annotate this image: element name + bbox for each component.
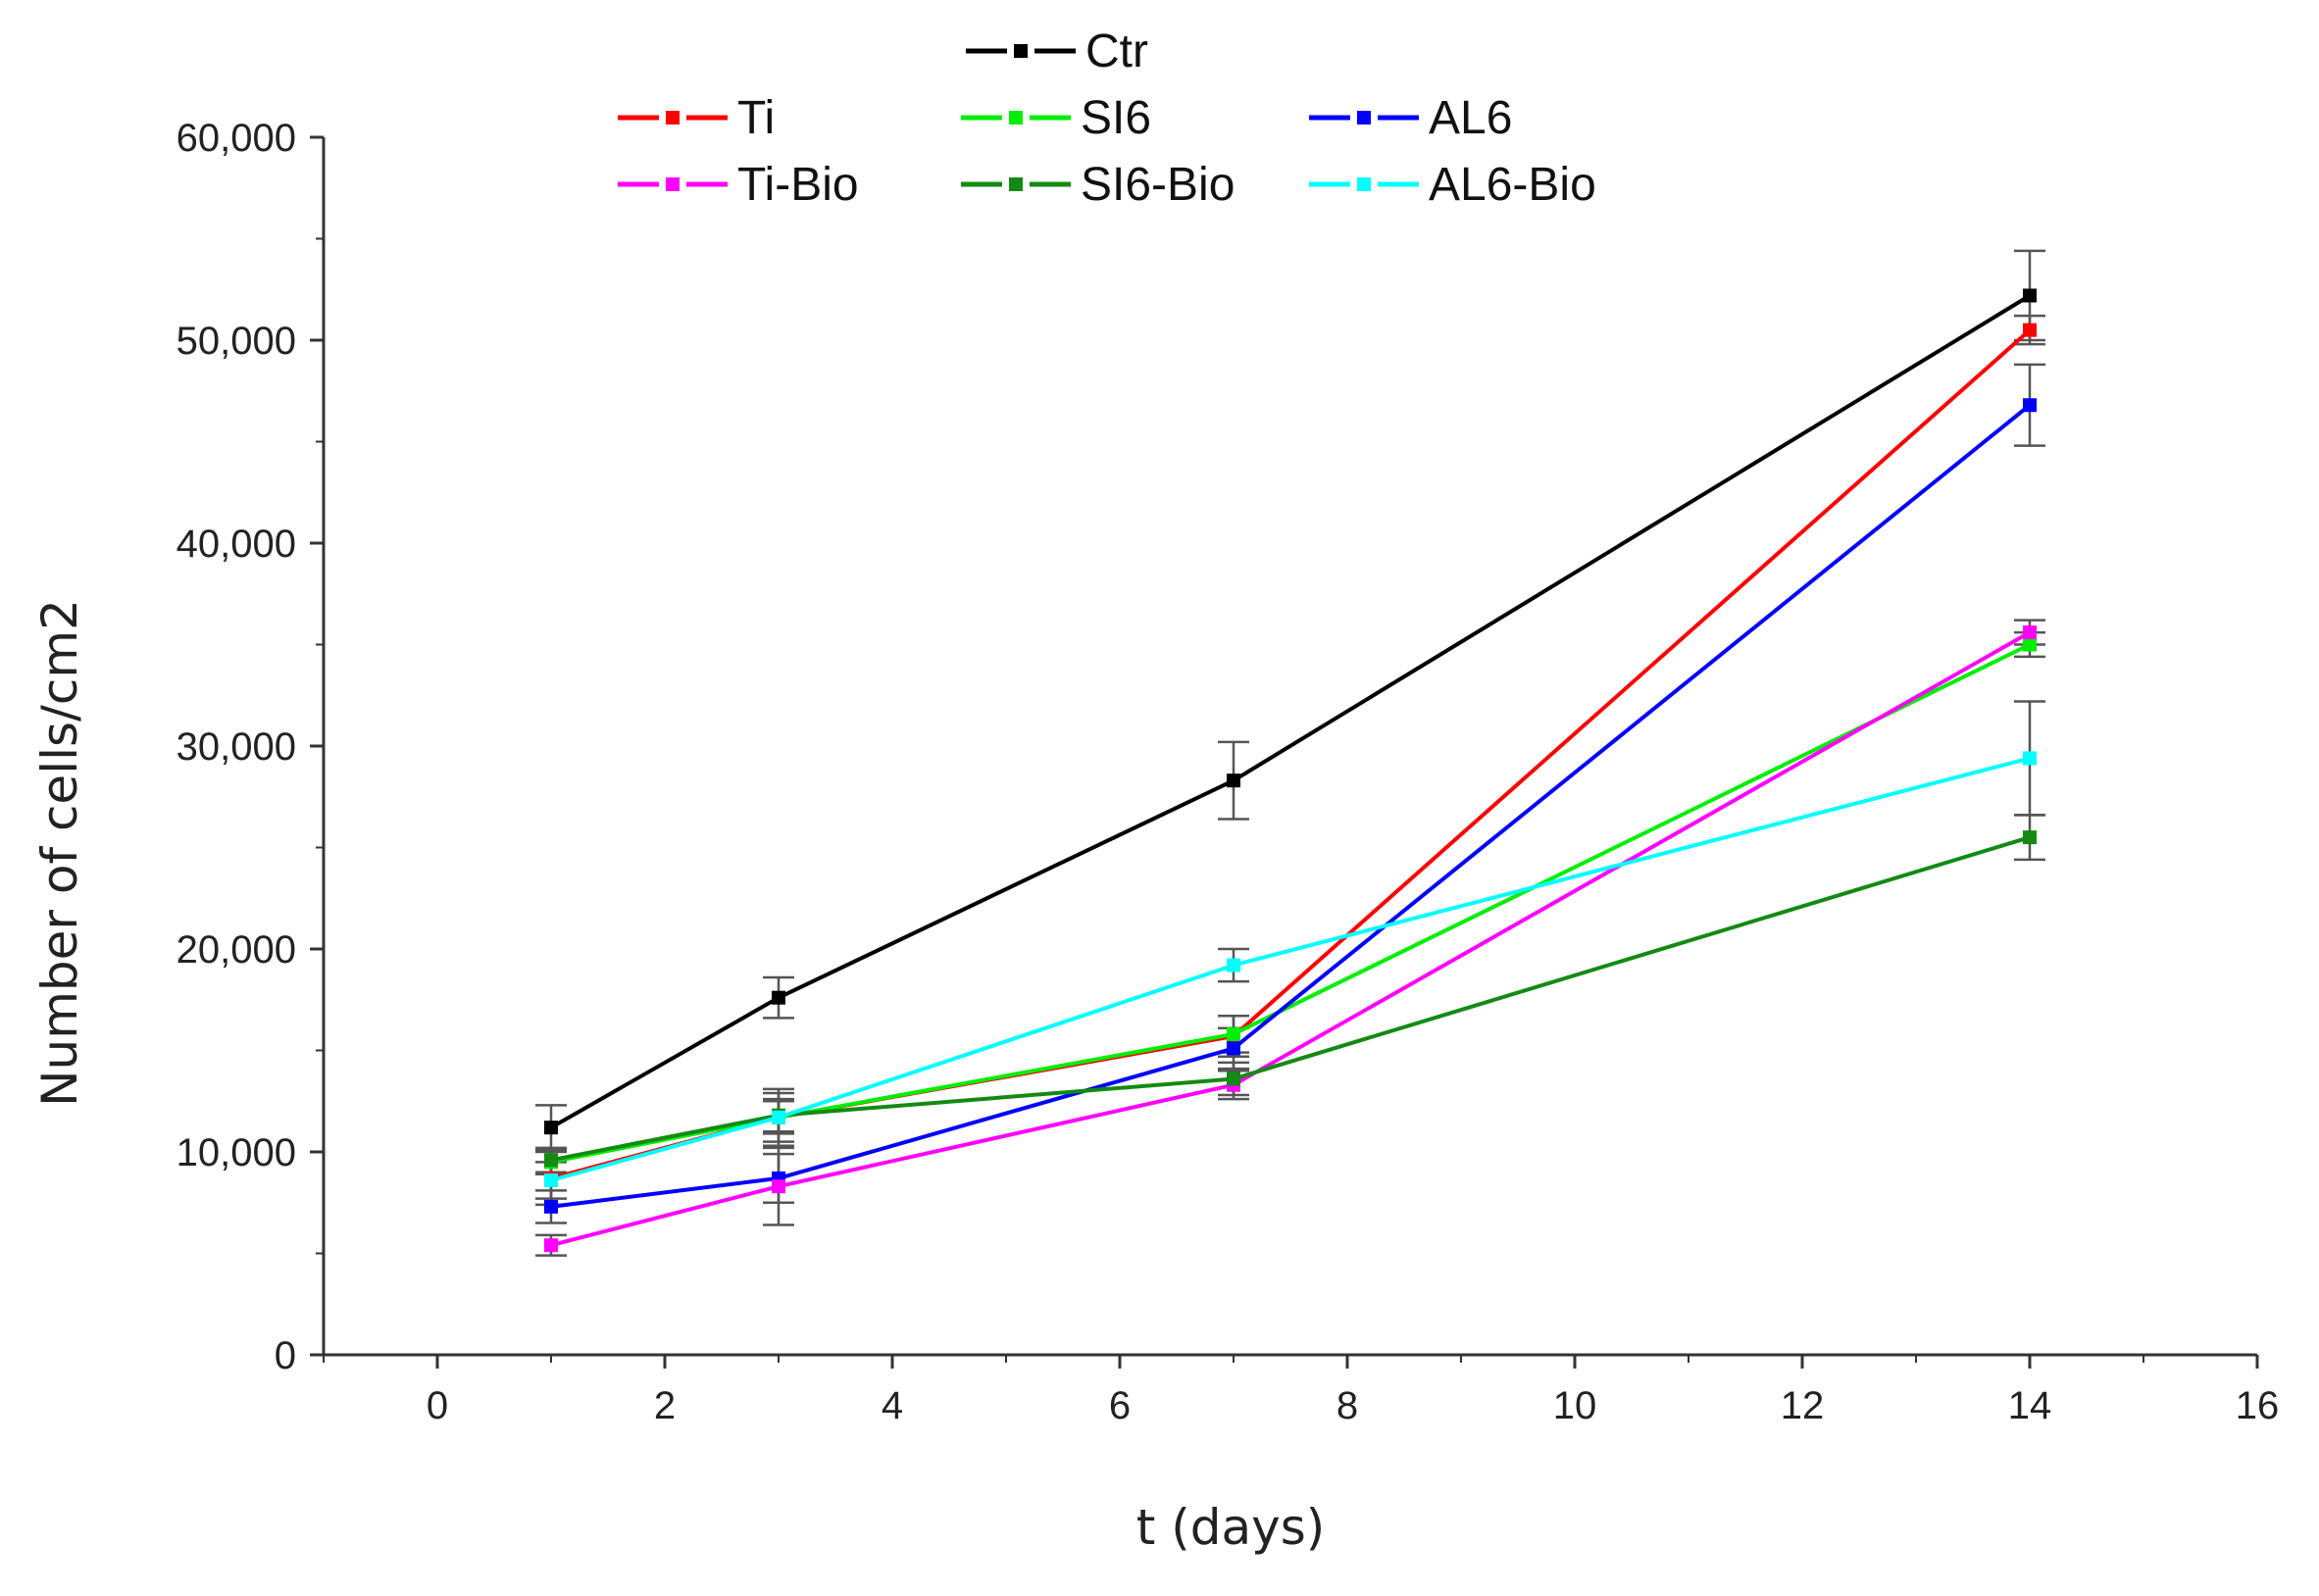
legend-marker xyxy=(1357,111,1371,125)
series-line-si6 xyxy=(550,642,2031,1165)
x-tick-label: 6 xyxy=(1109,1384,1131,1427)
data-point-si6-bio xyxy=(2023,830,2037,845)
legend-label: Ti-Bio xyxy=(737,159,859,211)
legend-item-si6-bio: SI6-Bio xyxy=(961,159,1235,211)
data-point-al6 xyxy=(1227,1041,1240,1056)
series-ctr xyxy=(544,288,2037,1135)
axes: 0 10,000 20,000 30,000 40,000 50,000 60,000 0 2 4… xyxy=(176,117,2280,1427)
y-tick-label: 40,000 xyxy=(176,523,296,566)
x-tick-label: 0 xyxy=(427,1384,448,1427)
legend-label: AL6-Bio xyxy=(1429,159,1596,211)
data-point-al6 xyxy=(2023,398,2037,413)
x-tick-label: 16 xyxy=(2236,1384,2280,1427)
data-point-al6 xyxy=(544,1199,558,1214)
x-tick-label: 2 xyxy=(654,1384,676,1427)
series-si6-bio xyxy=(544,830,2037,1168)
data-point-al6-bio xyxy=(544,1172,558,1187)
series-line-si6-bio xyxy=(550,835,2031,1163)
y-tick-label: 10,000 xyxy=(176,1131,296,1174)
legend: Ctr Ti SI6 AL6 Ti-Bio SI6-Bio AL6-Bio xyxy=(618,25,1596,211)
data-point-al6-bio xyxy=(1227,958,1240,973)
x-axis-title: t (days) xyxy=(1136,1499,1326,1556)
x-tick-label: 14 xyxy=(2008,1384,2052,1427)
data-point-ti-bio xyxy=(2023,625,2037,640)
data-point-ctr xyxy=(2023,288,2037,303)
series-line-ti-bio xyxy=(550,630,2031,1248)
data-point-al6-bio xyxy=(772,1110,785,1124)
data-point-ti-bio xyxy=(772,1179,785,1194)
data-point-ti-bio xyxy=(544,1238,558,1253)
y-tick-label: 30,000 xyxy=(176,725,296,769)
legend-item-ctr: Ctr xyxy=(966,25,1148,77)
data-point-ctr xyxy=(772,990,785,1005)
data-point-si6-bio xyxy=(544,1153,558,1168)
legend-marker xyxy=(1014,44,1028,58)
legend-item-si6: SI6 xyxy=(961,92,1151,144)
plot-area xyxy=(535,249,2045,1257)
y-tick-label: 20,000 xyxy=(176,928,296,972)
y-tick-label: 50,000 xyxy=(176,320,296,363)
legend-marker xyxy=(666,111,680,125)
x-tick-label: 8 xyxy=(1336,1384,1358,1427)
data-point-ti xyxy=(2023,323,2037,337)
data-point-ctr xyxy=(544,1121,558,1135)
legend-item-ti-bio: Ti-Bio xyxy=(618,159,859,211)
x-tick-label: 12 xyxy=(1781,1384,1825,1427)
legend-label: AL6 xyxy=(1429,92,1512,144)
series-line-ctr xyxy=(550,293,2032,1129)
series-ti-bio xyxy=(544,625,2037,1253)
legend-item-al6-bio: AL6-Bio xyxy=(1309,159,1596,211)
legend-item-ti: Ti xyxy=(618,92,775,144)
legend-item-al6: AL6 xyxy=(1309,92,1512,144)
y-tick-label: 60,000 xyxy=(176,117,296,160)
legend-label: SI6-Bio xyxy=(1081,159,1235,211)
data-point-al6-bio xyxy=(2023,751,2037,766)
data-point-si6 xyxy=(2023,637,2037,652)
x-tick-label: 4 xyxy=(882,1384,903,1427)
series-line-al6-bio xyxy=(550,756,2031,1182)
legend-marker xyxy=(666,177,680,191)
series-al6-bio xyxy=(544,751,2037,1187)
x-tick-label: 10 xyxy=(1553,1384,1597,1427)
data-point-si6 xyxy=(1227,1026,1240,1041)
series-line-al6 xyxy=(550,403,2032,1209)
legend-label: SI6 xyxy=(1081,92,1151,144)
legend-marker xyxy=(1357,177,1371,191)
legend-label: Ctr xyxy=(1085,25,1148,77)
y-axis-title: Number of cells/cm2 xyxy=(31,599,88,1107)
y-tick-label: 0 xyxy=(275,1334,296,1377)
data-point-ctr xyxy=(1227,773,1240,788)
legend-marker xyxy=(1009,111,1023,125)
data-point-si6-bio xyxy=(1227,1072,1240,1086)
legend-marker xyxy=(1009,177,1023,191)
legend-label: Ti xyxy=(737,92,775,144)
